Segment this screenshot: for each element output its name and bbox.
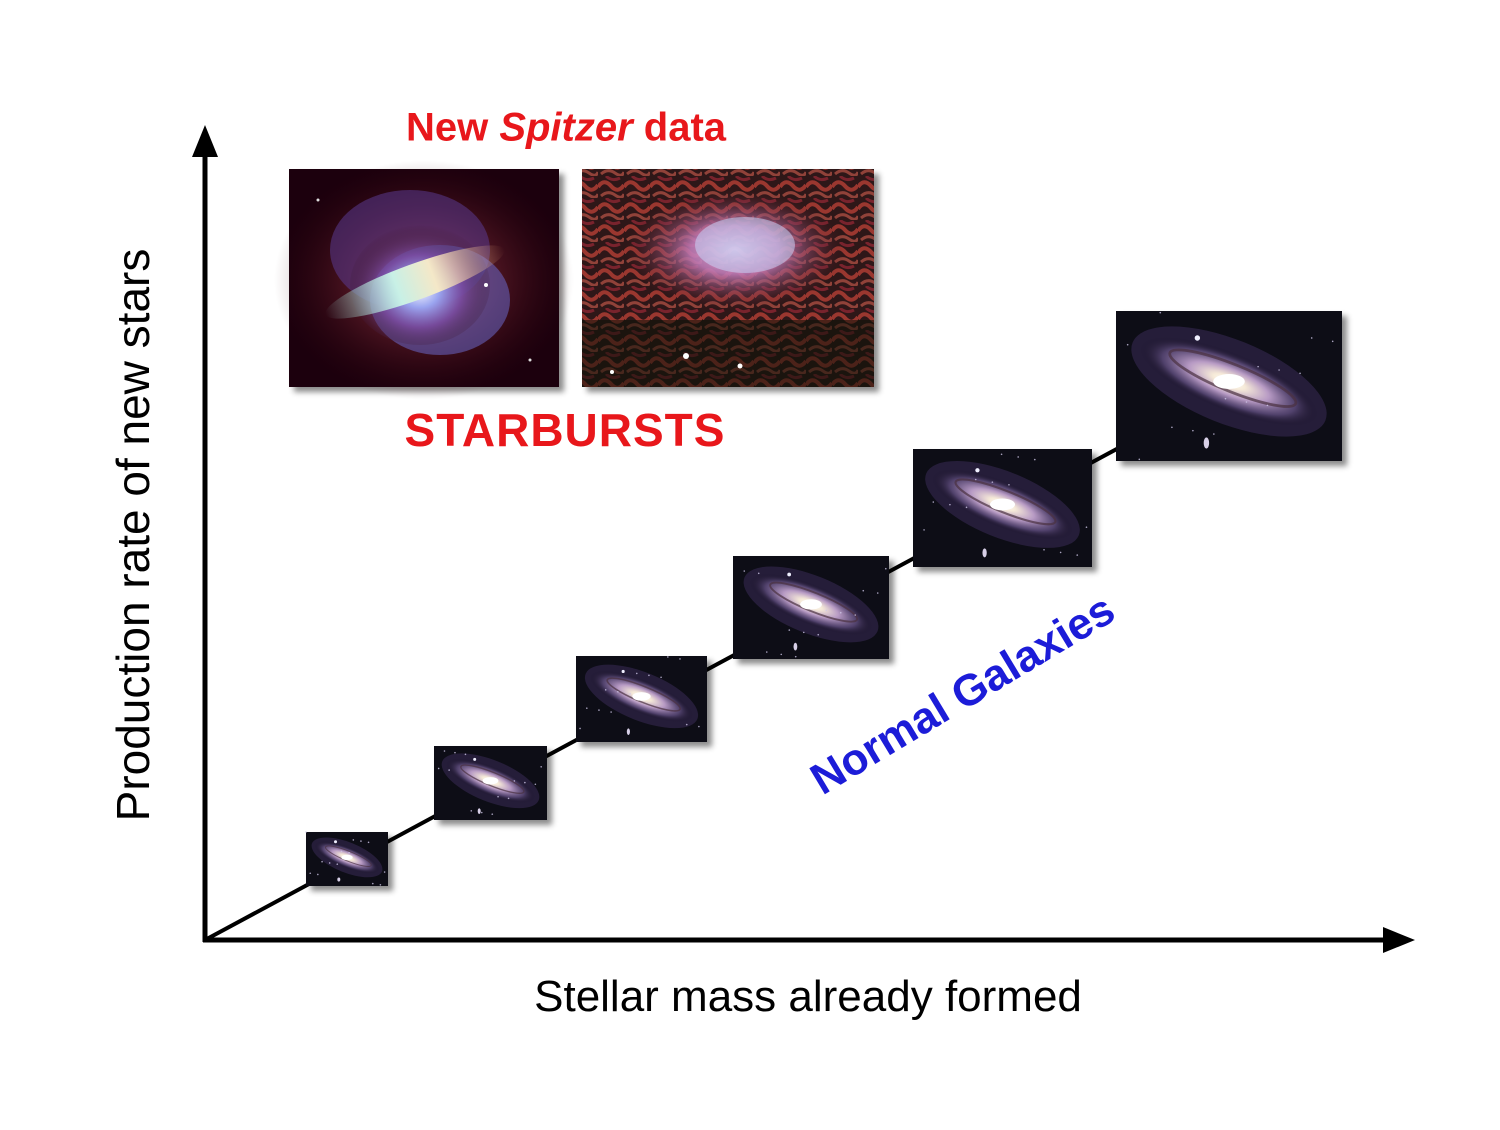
normal-galaxy-image-5: [913, 449, 1092, 567]
normal-galaxy-image-6: [1116, 311, 1342, 461]
x-axis-label: Stellar mass already formed: [534, 972, 1082, 1021]
spitzer-name: Spitzer: [499, 105, 633, 150]
normal-galaxy-image-2: [434, 746, 547, 820]
normal-galaxy-image-4: [733, 556, 889, 659]
y-axis-label: Production rate of new stars: [107, 248, 159, 822]
y-axis-arrowhead: [192, 125, 218, 157]
spitzer-title: New Spitzer data: [406, 106, 726, 151]
spitzer-title-suffix: data: [632, 105, 727, 150]
starbursts-label: STARBURSTS: [404, 404, 726, 456]
spitzer-title-prefix: New: [405, 105, 500, 150]
normal-galaxy-image-1: [305, 831, 388, 886]
starburst-image-2: [582, 169, 874, 387]
starburst-image-1: [274, 160, 574, 400]
x-axis-arrowhead: [1383, 927, 1415, 953]
normal-galaxy-image-3: [576, 656, 707, 742]
normal-galaxies: [305, 311, 1342, 886]
